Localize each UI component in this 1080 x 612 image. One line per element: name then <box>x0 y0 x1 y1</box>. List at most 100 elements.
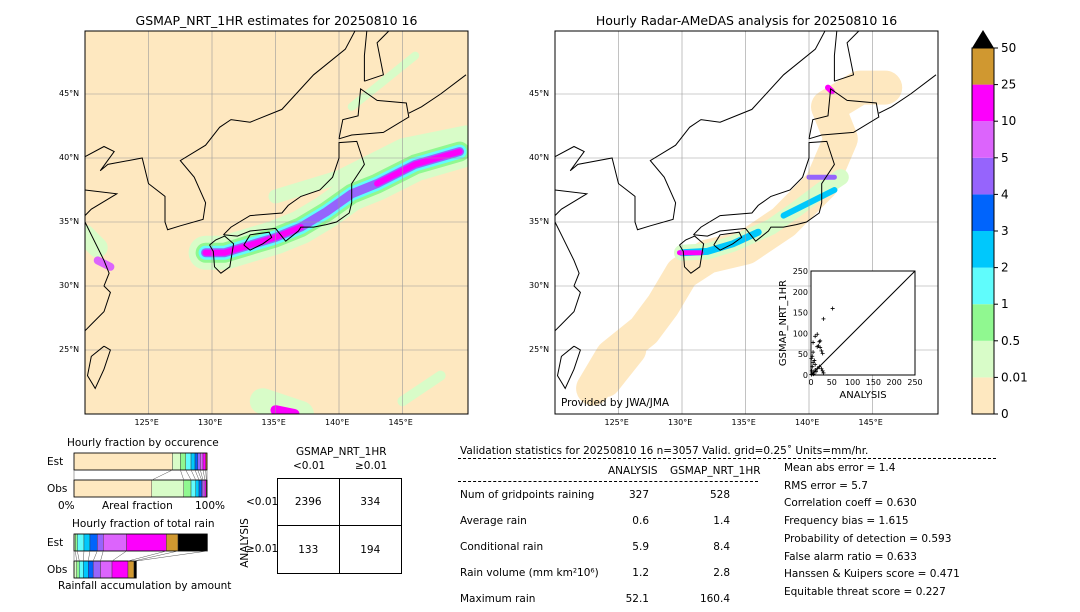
scatter-point <box>809 368 814 373</box>
scatter-point <box>813 369 818 374</box>
coastline <box>338 87 410 140</box>
rain-area <box>374 148 463 187</box>
fraction-connector <box>83 550 85 562</box>
fraction-bar-frame <box>73 479 208 498</box>
fraction-connector <box>92 550 98 562</box>
fraction-bar-segment <box>180 452 186 471</box>
scatter-y-tick: 100 <box>793 329 808 338</box>
rain-xlabel: Rainfall accumulation by amount <box>58 580 232 592</box>
coastline <box>679 235 705 274</box>
fraction-bar-segment <box>198 479 202 498</box>
fraction-connector <box>136 550 208 562</box>
fraction-bar-segment <box>202 479 206 498</box>
colorbar-segment <box>972 267 994 305</box>
scatter-point <box>811 360 816 365</box>
rain-area <box>347 51 420 111</box>
coastline <box>713 231 743 251</box>
fraction-connector <box>202 469 206 481</box>
score-line: RMS error = 5.7 <box>784 479 868 492</box>
cell-false-alarm: 334 <box>339 479 401 526</box>
colorbar-label: 25 <box>1001 78 1016 92</box>
lat-tick: 30°N <box>529 281 550 290</box>
occurrence-title: Hourly fraction by occurence <box>67 437 219 449</box>
occ-est-label: Est <box>47 456 64 468</box>
cell-hit-none: 2396 <box>278 479 340 526</box>
coastline <box>85 221 111 332</box>
fraction-bar-segment <box>172 452 181 471</box>
fraction-bar-segment <box>127 560 135 579</box>
coastline <box>363 31 390 82</box>
score-line: False alarm ratio = 0.633 <box>784 550 917 563</box>
fraction-connector <box>205 469 207 481</box>
fraction-bar-segment <box>92 560 101 579</box>
fraction-bar-frame <box>73 533 208 552</box>
scatter-point <box>811 350 816 355</box>
contingency-title: GSMAP_NRT_1HR <box>296 446 387 458</box>
score-line: Correlation coeff = 0.630 <box>784 497 917 510</box>
lat-tick: 40°N <box>529 153 550 162</box>
stat-analysis-value: 0.6 <box>632 515 649 527</box>
fraction-bar-segment <box>185 452 192 471</box>
rain-area <box>397 370 446 407</box>
stats-col-gsmap: GSMAP_NRT_1HR <box>670 465 761 477</box>
scatter-x-tick: 50 <box>827 378 837 387</box>
lon-tick: 140°E <box>795 418 820 427</box>
fraction-bar-segment <box>76 560 80 579</box>
fraction-bar-frame <box>73 452 208 471</box>
lat-tick: 30°N <box>59 281 80 290</box>
fraction-bar-segment <box>89 533 98 552</box>
rain-area <box>825 84 835 95</box>
scatter-x-tick: 0 <box>808 378 813 387</box>
left-map-title: GSMAP_NRT_1HR estimates for 20250810 16 <box>135 13 418 28</box>
cell-hit: 194 <box>360 543 381 556</box>
coastline <box>555 221 581 332</box>
contingency-table: 2396 334 133 194 <box>277 478 402 574</box>
fraction-connector <box>127 550 167 562</box>
coastline <box>86 345 112 390</box>
scatter-point <box>818 345 823 350</box>
occ-obs-label: Obs <box>47 483 68 495</box>
colorbar-segment <box>972 304 994 341</box>
fraction-connector <box>87 550 91 562</box>
contingency-col1: <0.01 <box>293 460 326 472</box>
left-map-frame <box>84 30 469 415</box>
scatter-point <box>809 356 814 361</box>
coastline <box>408 74 467 114</box>
stats-col-divider <box>458 481 758 482</box>
fraction-connector <box>75 550 77 562</box>
scatter-point <box>817 339 822 344</box>
scatter-point <box>820 368 825 373</box>
fraction-bar-segment <box>111 560 129 579</box>
scatter-point <box>810 364 815 369</box>
scatter-x-tick: 250 <box>907 378 922 387</box>
stat-analysis-value: 5.9 <box>632 541 649 553</box>
scatter-point <box>821 316 826 321</box>
coastline <box>556 345 582 390</box>
stat-gsmap-value: 1.4 <box>713 515 730 527</box>
colorbar-label: 50 <box>1001 41 1016 55</box>
coastline <box>85 31 356 231</box>
fraction-bar-segment <box>194 452 198 471</box>
scatter-y-tick: 200 <box>793 288 808 297</box>
lon-tick: 130°E <box>198 418 223 427</box>
colorbar-segment <box>972 377 994 414</box>
lat-tick: 35°N <box>529 217 550 226</box>
right-map-frame <box>554 30 939 415</box>
scatter-point <box>818 338 823 343</box>
scatter-point <box>830 306 835 311</box>
fraction-bar-segment <box>97 533 104 552</box>
fraction-bar-segment <box>73 452 173 471</box>
colorbar-segment <box>972 157 994 195</box>
rain-area <box>85 224 108 258</box>
lon-tick: 125°E <box>134 418 159 427</box>
fraction-bar-segment <box>103 533 127 552</box>
fraction-bar-segment <box>166 533 179 552</box>
lat-tick: 25°N <box>59 345 80 354</box>
scatter-point <box>812 358 817 363</box>
rain-obs-label: Obs <box>47 564 68 576</box>
stat-gsmap-value: 528 <box>709 489 730 501</box>
fraction-bar-segment <box>88 560 94 579</box>
score-line: Frequency bias = 1.615 <box>784 515 909 528</box>
scatter-point <box>809 372 814 377</box>
coastline <box>878 74 937 114</box>
